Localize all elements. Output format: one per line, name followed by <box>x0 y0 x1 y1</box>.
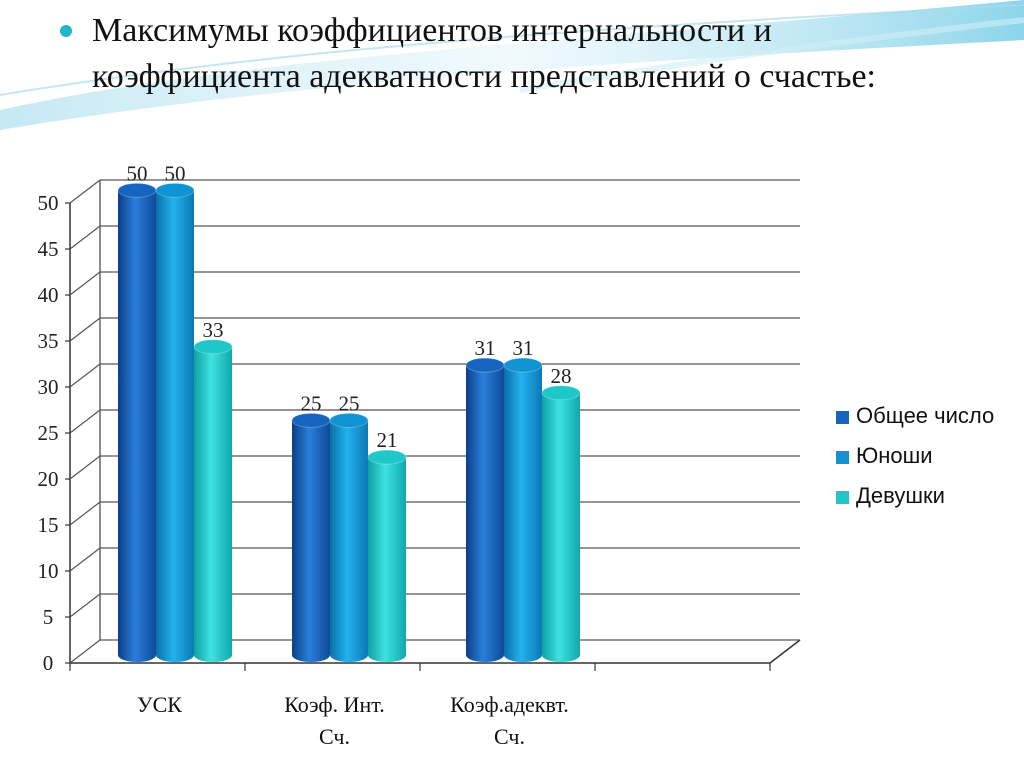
gridline-diagonal <box>69 501 101 526</box>
bars <box>117 182 581 662</box>
gridline-diagonal <box>69 639 101 664</box>
legend-label: Девушки <box>856 483 945 508</box>
y-tick-label: 35 <box>38 329 59 353</box>
bar-cap-1-1 <box>329 412 369 428</box>
bar-2-1 <box>368 457 406 662</box>
data-label: 25 <box>339 391 360 415</box>
bullet-icon <box>60 25 72 37</box>
gridline-diagonal <box>69 363 101 388</box>
y-tick-label: 10 <box>38 559 59 583</box>
y-tick-label: 50 <box>38 191 59 215</box>
bar-cap-0-1 <box>291 412 331 428</box>
category-label-line: Сч. <box>319 724 350 749</box>
data-label: 50 <box>165 161 186 185</box>
category-label-line: Сч. <box>494 724 525 749</box>
gridline-diagonal <box>69 593 101 618</box>
legend-swatch <box>836 411 849 424</box>
bar-cap-2-1 <box>367 449 407 465</box>
gridline-diagonal <box>69 271 101 296</box>
data-label: 33 <box>203 318 224 342</box>
decorative-swoosh <box>0 0 1024 130</box>
legend-label: Юноши <box>856 443 933 468</box>
gridline-diagonal <box>69 225 101 250</box>
category-label: Коэф.адеквт. Сч. <box>450 692 569 749</box>
bar-cap-0-0 <box>117 182 157 198</box>
category-label-line: Коэф. Инт. <box>284 692 385 717</box>
legend-swatch <box>836 491 849 504</box>
slide-title-text: Максимумы коэффициентов интернальности и… <box>92 12 876 95</box>
category-label: Коэф. Инт. Сч. <box>284 692 385 749</box>
y-tick-label: 25 <box>38 421 59 445</box>
floor-edge <box>769 639 801 664</box>
data-labels: 50 50 33 25 25 21 31 31 28 <box>127 161 572 452</box>
legend: Общее число Юноши Девушки <box>836 403 994 508</box>
y-tick-label: 45 <box>38 237 59 261</box>
bar-0-1 <box>292 420 330 662</box>
legend-label: Общее число <box>856 403 994 428</box>
y-tick-labels: 0 5 10 15 20 25 30 35 40 45 50 <box>38 191 59 675</box>
data-label: 21 <box>377 428 398 452</box>
y-tick-label: 0 <box>43 651 54 675</box>
gridline-diagonal <box>69 179 101 204</box>
data-label: 25 <box>301 391 322 415</box>
category-label-line: УСК <box>137 692 182 717</box>
category-labels: УСК Коэф. Инт. Сч. Коэф.адеквт. Сч. <box>137 692 569 749</box>
bar-1-2 <box>504 365 542 662</box>
y-tick-label: 20 <box>38 467 59 491</box>
data-label: 31 <box>475 336 496 360</box>
bar-cap-0-2 <box>465 357 505 373</box>
gridline-diagonal <box>69 317 101 342</box>
data-label: 28 <box>551 364 572 388</box>
y-tick-label: 30 <box>38 375 59 399</box>
legend-swatch <box>836 451 849 464</box>
bar-0-0 <box>118 190 156 662</box>
bar-2-2 <box>542 392 580 662</box>
category-label: УСК <box>137 692 182 717</box>
bar-1-0 <box>156 190 194 662</box>
y-tick-label: 15 <box>38 513 59 537</box>
data-label: 50 <box>127 161 148 185</box>
y-tick-label: 5 <box>43 605 54 629</box>
bar-cap-2-0 <box>193 339 233 355</box>
bar-cap-1-2 <box>503 357 543 373</box>
bar-0-2 <box>466 365 504 662</box>
slide-title: Максимумы коэффициентов интернальности и… <box>60 8 922 100</box>
gridline-diagonal <box>69 455 101 480</box>
category-label-line: Коэф.адеквт. <box>450 692 569 717</box>
y-tick-label: 40 <box>38 283 59 307</box>
bar-1-1 <box>330 420 368 662</box>
bar-cap-1-0 <box>155 182 195 198</box>
bar-cap-2-2 <box>541 385 581 401</box>
gridline-diagonal <box>69 409 101 434</box>
bar-2-0 <box>194 346 232 662</box>
data-label: 31 <box>513 336 534 360</box>
gridline-diagonal <box>69 547 101 572</box>
